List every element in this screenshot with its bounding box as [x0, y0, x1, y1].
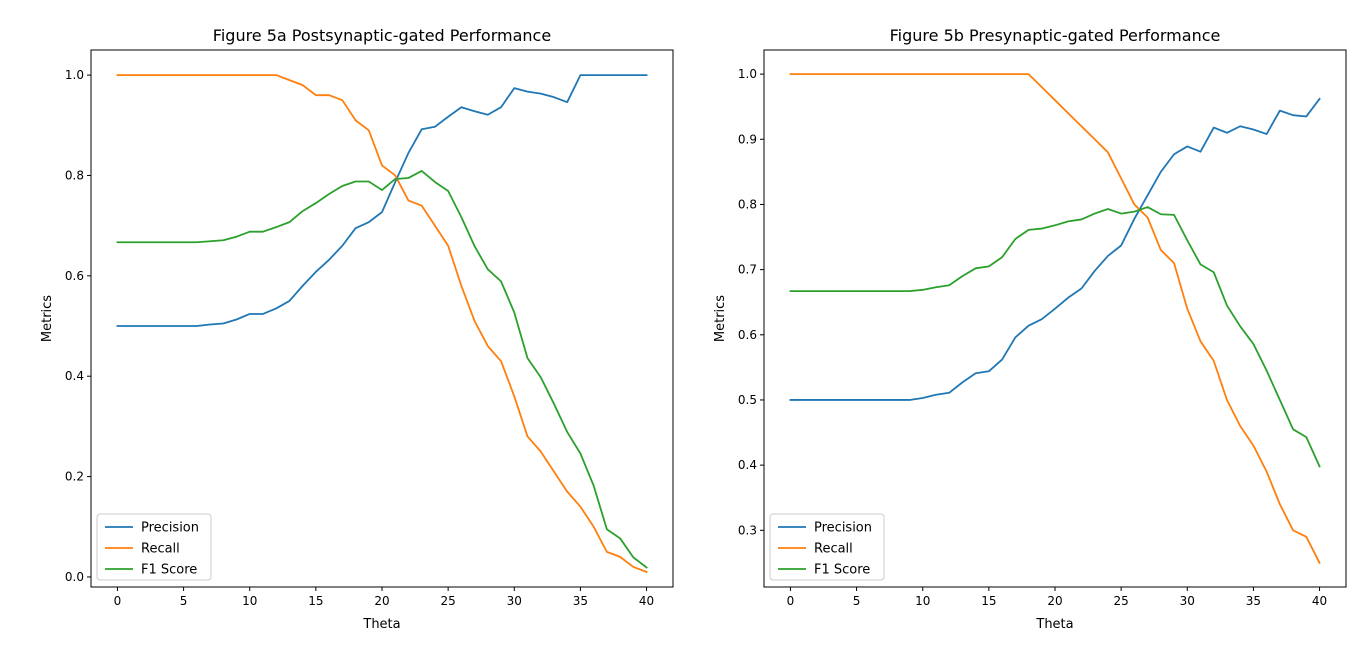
y-axis-label: Metrics — [40, 295, 55, 342]
x-tick-label: 40 — [639, 594, 654, 608]
y-tick-label: 0.7 — [738, 263, 757, 277]
series-line-f1-score — [116, 170, 648, 569]
x-tick-label: 15 — [981, 594, 996, 608]
x-tick-label: 10 — [242, 594, 257, 608]
x-tick-label: 20 — [1047, 594, 1062, 608]
x-axis-label: Theta — [1035, 617, 1073, 632]
legend-label: F1 Score — [141, 563, 197, 578]
chart-title: Figure 5b Presynaptic-gated Performance — [890, 26, 1221, 45]
y-tick-label: 0.0 — [65, 570, 84, 584]
y-tick-label: 0.6 — [65, 269, 84, 283]
y-tick-label: 0.4 — [738, 458, 757, 472]
legend-label: Recall — [141, 542, 180, 557]
y-tick-label: 0.9 — [738, 132, 757, 146]
x-tick-label: 10 — [915, 594, 930, 608]
x-tick-label: 0 — [114, 594, 122, 608]
chart-1: 0 5 10 15 20 25 30 35 40 0.0 0.2 0.4 0.6 0.8 1.0 Figure… — [40, 26, 674, 632]
y-tick-label: 0.8 — [65, 168, 84, 182]
plot-area — [91, 50, 673, 587]
x-tick-label: 40 — [1312, 594, 1327, 608]
x-tick-label: 5 — [853, 594, 861, 608]
x-tick-label: 30 — [507, 594, 522, 608]
x-tick-label: 35 — [1246, 594, 1261, 608]
legend: Precision Recall F1 Score — [96, 513, 212, 581]
legend-label: Precision — [141, 521, 199, 536]
y-tick-label: 0.3 — [738, 523, 757, 537]
legend-box — [96, 513, 212, 581]
series-line-precision — [116, 74, 648, 327]
y-tick-label: 1.0 — [65, 68, 84, 82]
y-axis-label: Metrics — [713, 295, 728, 342]
x-tick-label: 30 — [1180, 594, 1195, 608]
x-tick-label: 0 — [787, 594, 795, 608]
x-tick-label: 35 — [573, 594, 588, 608]
series-line-recall — [116, 74, 648, 574]
y-tick-label: 0.5 — [738, 393, 757, 407]
x-tick-label: 25 — [440, 594, 455, 608]
x-tick-label: 15 — [308, 594, 323, 608]
y-tick-label: 0.8 — [738, 197, 757, 211]
plot-area — [764, 50, 1346, 587]
chart-2: 0 5 10 15 20 25 30 35 40 0.3 0.4 0.5 0.6 0.7 0.8 0.9 1.0… — [713, 26, 1347, 632]
x-tick-label: 20 — [374, 594, 389, 608]
y-tick-label: 0.2 — [65, 470, 84, 484]
y-tick-label: 1.0 — [738, 67, 757, 81]
series-line-recall — [789, 73, 1321, 565]
series-line-f1-score — [789, 206, 1321, 468]
x-axis-label: Theta — [362, 617, 400, 632]
legend: Precision Recall F1 Score — [769, 513, 885, 581]
series-line-precision — [789, 97, 1321, 401]
legend-label: Precision — [814, 521, 872, 536]
chart-title: Figure 5a Postsynaptic-gated Performance — [213, 26, 551, 45]
x-tick-label: 25 — [1113, 594, 1128, 608]
y-tick-label: 0.4 — [65, 369, 84, 383]
y-tick-label: 0.6 — [738, 328, 757, 342]
legend-label: Recall — [814, 542, 853, 557]
legend-box — [769, 513, 885, 581]
legend-label: F1 Score — [814, 563, 870, 578]
x-tick-label: 5 — [180, 594, 188, 608]
